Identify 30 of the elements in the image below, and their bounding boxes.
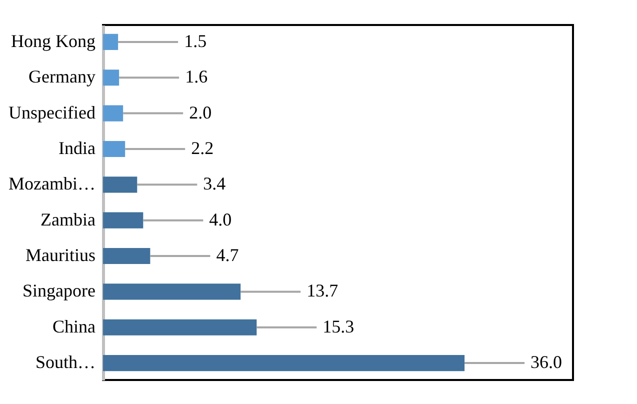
bar xyxy=(103,70,120,86)
bar xyxy=(103,176,138,193)
bar xyxy=(103,34,118,50)
bar xyxy=(103,319,257,336)
y-tick-label: South… xyxy=(35,352,96,372)
y-tick-label: Mozambi… xyxy=(8,174,96,194)
data-label: 1.6 xyxy=(185,66,208,87)
data-label: 4.0 xyxy=(209,209,232,230)
bar xyxy=(103,105,124,122)
y-tick-label: Zambia xyxy=(40,209,96,230)
data-label: 4.7 xyxy=(216,245,239,266)
data-label: 2.2 xyxy=(191,138,214,158)
bar xyxy=(103,355,465,372)
data-label: 36.0 xyxy=(530,352,562,372)
bar xyxy=(103,284,241,300)
y-tick-label: India xyxy=(58,138,96,158)
y-tick-label: China xyxy=(52,316,96,336)
data-label: 2.0 xyxy=(189,102,212,122)
y-tick-label: Hong Kong xyxy=(11,30,96,51)
data-label: 1.5 xyxy=(184,30,207,51)
y-tick-label: Mauritius xyxy=(26,245,96,266)
y-tick-label: Singapore xyxy=(22,280,96,301)
data-label: 13.7 xyxy=(306,280,338,301)
data-label: 3.4 xyxy=(203,174,226,194)
y-tick-label: Unspecified xyxy=(8,102,96,122)
bar xyxy=(103,248,150,264)
bar xyxy=(103,212,144,228)
bar xyxy=(103,140,126,158)
data-label: 15.3 xyxy=(322,316,354,336)
y-tick-label: Germany xyxy=(28,66,96,87)
